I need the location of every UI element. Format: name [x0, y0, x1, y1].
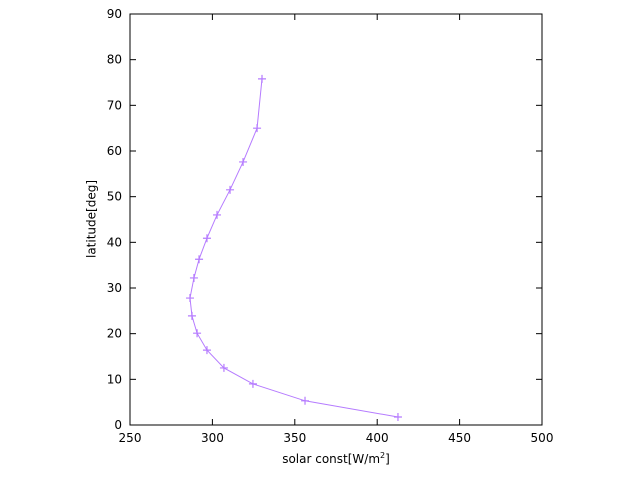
point — [213, 210, 222, 219]
point — [185, 294, 194, 303]
point — [239, 157, 248, 166]
point — [301, 396, 310, 405]
point — [187, 311, 196, 320]
point — [195, 255, 204, 264]
y-tick-label: 20 — [107, 327, 122, 341]
point — [253, 124, 262, 133]
x-tick-label: 500 — [531, 431, 554, 445]
x-axis-label-end: ] — [385, 452, 390, 466]
point — [189, 273, 198, 282]
x-tick-label: 350 — [283, 431, 306, 445]
point — [393, 413, 402, 422]
x-axis-label-main: solar const[W/m — [282, 452, 380, 466]
x-axis-label: solar const[W/m2] — [282, 451, 390, 466]
y-axis-label: latitude[deg] — [85, 180, 99, 258]
plot-frame — [129, 13, 543, 426]
point — [258, 74, 267, 83]
point — [226, 185, 235, 194]
y-tick-label: 30 — [107, 281, 122, 295]
x-tick-label: 450 — [448, 431, 471, 445]
x-tick-label: 250 — [119, 431, 142, 445]
point — [248, 379, 257, 388]
y-tick-label: 40 — [107, 235, 122, 249]
point — [202, 346, 211, 355]
x-tick-label: 300 — [201, 431, 224, 445]
y-tick-label: 10 — [107, 372, 122, 386]
line — [189, 78, 399, 418]
y-tick-label: 0 — [114, 418, 122, 432]
y-tick-label: 70 — [107, 98, 122, 112]
y-tick-label: 90 — [107, 7, 122, 21]
point — [219, 363, 228, 372]
point — [193, 329, 202, 338]
y-tick-label: 50 — [107, 190, 122, 204]
point — [202, 234, 211, 243]
y-tick-label: 80 — [107, 53, 122, 67]
x-tick-label: 400 — [366, 431, 389, 445]
x-axis-label-sup: 2 — [380, 451, 385, 460]
y-tick-label: 60 — [107, 144, 122, 158]
